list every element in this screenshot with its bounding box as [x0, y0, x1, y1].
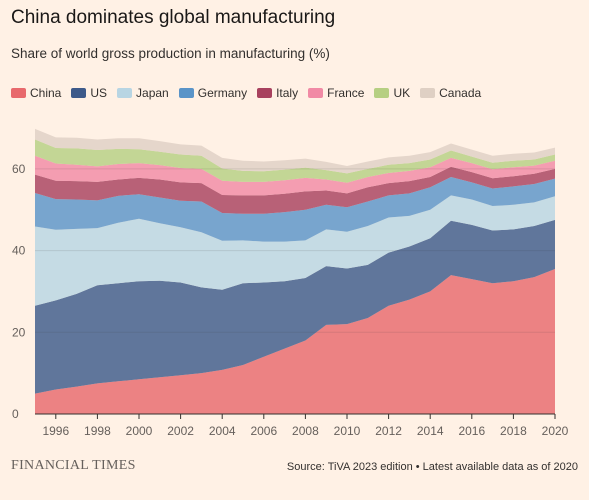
y-tick-label: 0 [12, 407, 19, 421]
legend-label: France [327, 86, 365, 100]
legend-item-uk: UK [374, 86, 410, 100]
x-tick-label: 2020 [542, 424, 569, 438]
y-tick-label: 20 [12, 325, 26, 339]
legend-swatch [117, 88, 133, 98]
x-tick-label: 2018 [500, 424, 527, 438]
legend-label: UK [393, 86, 411, 100]
x-tick-label: 2002 [167, 424, 194, 438]
area-uk [35, 139, 555, 183]
y-tick-label: 60 [12, 162, 26, 176]
legend-swatch [420, 88, 436, 98]
legend-label: US [90, 86, 108, 100]
x-tick-label: 2010 [334, 424, 361, 438]
x-tick-label: 1996 [42, 424, 69, 438]
legend-swatch [71, 88, 87, 98]
legend-item-us: US [71, 86, 107, 100]
area-italy [35, 166, 555, 214]
area-france [35, 155, 555, 196]
legend-label: Japan [136, 86, 169, 100]
legend-label: China [30, 86, 62, 100]
x-tick-label: 2000 [126, 424, 153, 438]
x-tick-label: 1998 [84, 424, 111, 438]
ft-brand-logo: FINANCIAL TIMES [11, 458, 136, 473]
x-tick-label: 2004 [209, 424, 236, 438]
x-tick-label: 2008 [292, 424, 319, 438]
area-japan [35, 195, 555, 306]
area-china [35, 268, 555, 414]
area-canada [35, 128, 555, 174]
legend-swatch [11, 88, 26, 98]
x-tick-label: 2006 [250, 424, 277, 438]
y-tick-label: 40 [12, 244, 26, 258]
legend-item-france: France [308, 86, 364, 100]
legend-swatch [257, 88, 273, 98]
legend-item-canada: Canada [420, 86, 481, 100]
chart-subtitle: Share of world gross production in manuf… [11, 46, 330, 61]
x-tick-label: 2012 [375, 424, 402, 438]
legend-item-germany: Germany [178, 86, 248, 100]
legend-label: Germany [197, 86, 248, 100]
legend-item-italy: Italy [257, 86, 298, 100]
legend-item-japan: Japan [117, 86, 169, 100]
area-us [35, 219, 555, 394]
chart-legend: China US Japan Germany Italy France UK Canada [11, 86, 491, 100]
legend-swatch [178, 88, 194, 98]
legend-swatch [374, 88, 390, 98]
source-note: Source: TiVA 2023 edition • Latest avail… [286, 461, 578, 473]
legend-label: Canada [439, 86, 482, 100]
x-tick-label: 2014 [417, 424, 444, 438]
legend-item-china: China [11, 86, 61, 100]
legend-label: Italy [276, 86, 299, 100]
x-tick-label: 2016 [458, 424, 485, 438]
chart-title: China dominates global manufacturing [11, 7, 336, 28]
area-germany [35, 177, 555, 242]
legend-swatch [308, 88, 324, 98]
